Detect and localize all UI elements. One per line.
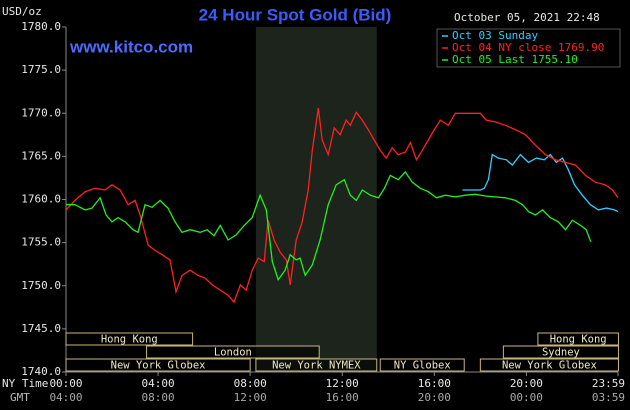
- x2-axis-label: GMT: [10, 391, 30, 404]
- y-tick-label: 1745.0: [21, 322, 61, 335]
- gmt-tick-label: 12:00: [234, 391, 267, 404]
- session-box: [146, 345, 320, 359]
- site-label: www.kitco.com: [69, 37, 193, 56]
- gmt-tick-label: 08:00: [142, 391, 175, 404]
- x-tick-label: 20:00: [510, 377, 543, 390]
- session-label: New York Globex: [111, 360, 206, 372]
- price-line: [65, 108, 619, 304]
- y-tick-label: 1775.0: [21, 63, 61, 76]
- legend-label: Oct 03 Sunday: [452, 29, 538, 42]
- gmt-tick-label: 03:59: [592, 391, 625, 404]
- session-label: Hong Kong: [101, 334, 158, 346]
- y-axis-label: USD/oz: [2, 5, 42, 18]
- gmt-tick-label: 16:00: [326, 391, 359, 404]
- price-line: [66, 170, 592, 282]
- y-tick-label: 1740.0: [21, 365, 61, 378]
- gmt-tick-label: 04:00: [49, 391, 82, 404]
- y-tick-label: 1770.0: [21, 106, 61, 119]
- x-tick-label: 12:00: [326, 377, 359, 390]
- timestamp: October 05, 2021 22:48: [454, 11, 600, 24]
- session-label: New York Globex: [502, 360, 597, 372]
- y-tick-label: 1750.0: [21, 279, 61, 292]
- legend-box: [436, 28, 621, 68]
- session-box: [502, 345, 619, 359]
- legend-label: Oct 04 NY close 1769.90: [452, 41, 604, 54]
- y-tick-label: 1760.0: [21, 193, 61, 206]
- y-tick-label: 1765.0: [21, 149, 61, 162]
- legend-label: Oct 05 Last 1755.10: [452, 53, 578, 66]
- session-box: [537, 332, 619, 346]
- x-tick-label: 16:00: [418, 377, 451, 390]
- session-box: [65, 332, 194, 346]
- session-label: Sydney: [542, 347, 580, 359]
- session-label: London: [214, 347, 252, 359]
- y-tick-label: 1755.0: [21, 236, 61, 249]
- session-box: [479, 358, 619, 372]
- session-box: [65, 358, 251, 372]
- session-label: NY Globex: [394, 360, 451, 372]
- session-box: [255, 358, 378, 372]
- x-tick-label: 04:00: [142, 377, 175, 390]
- gmt-tick-label: 20:00: [418, 391, 451, 404]
- x-tick-label: 08:00: [234, 377, 267, 390]
- x-tick-label: 23:59: [592, 377, 625, 390]
- price-line: [462, 153, 619, 213]
- gmt-tick-label: 00:00: [510, 391, 543, 404]
- session-shade: [255, 27, 377, 372]
- x-axis-label: NY Time: [2, 377, 48, 390]
- session-box: [379, 358, 465, 372]
- session-label: Hong Kong: [550, 334, 607, 346]
- chart-title: 24 Hour Spot Gold (Bid): [199, 5, 392, 24]
- session-label: New York NYMEX: [272, 360, 361, 372]
- x-tick-label: 00:00: [49, 377, 82, 390]
- y-tick-label: 1780.0: [21, 20, 61, 33]
